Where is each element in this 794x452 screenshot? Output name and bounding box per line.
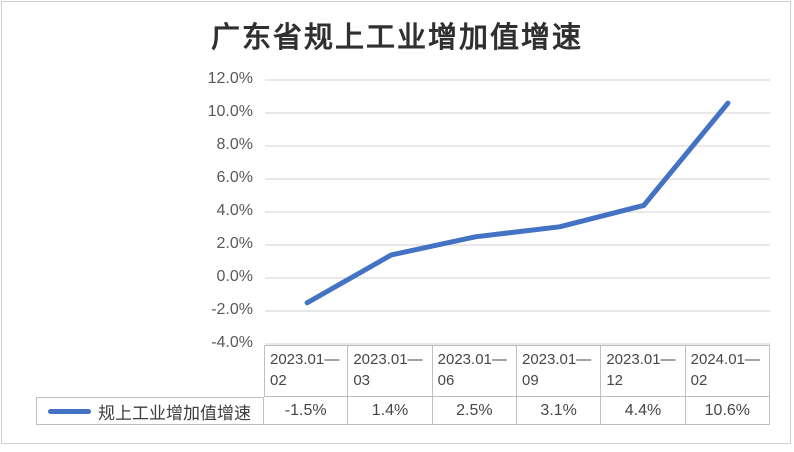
chart-title: 广东省规上工业增加值增速 xyxy=(210,20,583,54)
y-axis-tick-label: 10.0% xyxy=(207,103,253,120)
y-axis-tick-label: 4.0% xyxy=(216,202,253,219)
legend-label: 规上工业增加值增速 xyxy=(98,403,251,424)
series-value: 4.4% xyxy=(601,397,686,425)
y-axis-tick-label: 6.0% xyxy=(216,169,253,186)
series-line xyxy=(304,100,731,306)
y-axis-tick-label: -2.0% xyxy=(211,301,253,318)
series-value: 10.6% xyxy=(685,397,770,425)
series-value: -1.5% xyxy=(264,397,349,425)
category-header: 2023.01—06 xyxy=(432,345,517,397)
data-table-corner-spacer xyxy=(36,345,264,397)
category-header: 2023.01—12 xyxy=(601,345,686,397)
data-table: 2023.01—02 2023.01—03 2023.01—06 2023.01… xyxy=(36,345,770,425)
y-axis-tick-label: 0.0% xyxy=(216,268,253,285)
category-header: 2023.01—09 xyxy=(517,345,602,397)
category-header: 2023.01—02 xyxy=(264,345,349,397)
y-axis-tick-label: 2.0% xyxy=(216,235,253,252)
category-header: 2024.01—02 xyxy=(685,345,770,397)
y-axis-tick-label: 12.0% xyxy=(207,70,253,87)
y-axis-tick-label: -4.0% xyxy=(211,334,253,351)
legend-cell: 规上工业增加值增速 xyxy=(36,397,264,425)
series-value: 2.5% xyxy=(432,397,517,425)
y-axis-tick-label: 8.0% xyxy=(216,136,253,153)
legend-line-marker xyxy=(48,408,91,414)
y-axis: 12.0% 10.0% 8.0% 6.0% 4.0% 2.0% 0.0% -2.0% -4.0% xyxy=(180,0,253,452)
category-header: 2023.01—03 xyxy=(348,345,433,397)
series-value: 3.1% xyxy=(517,397,602,425)
series-value: 1.4% xyxy=(348,397,433,425)
